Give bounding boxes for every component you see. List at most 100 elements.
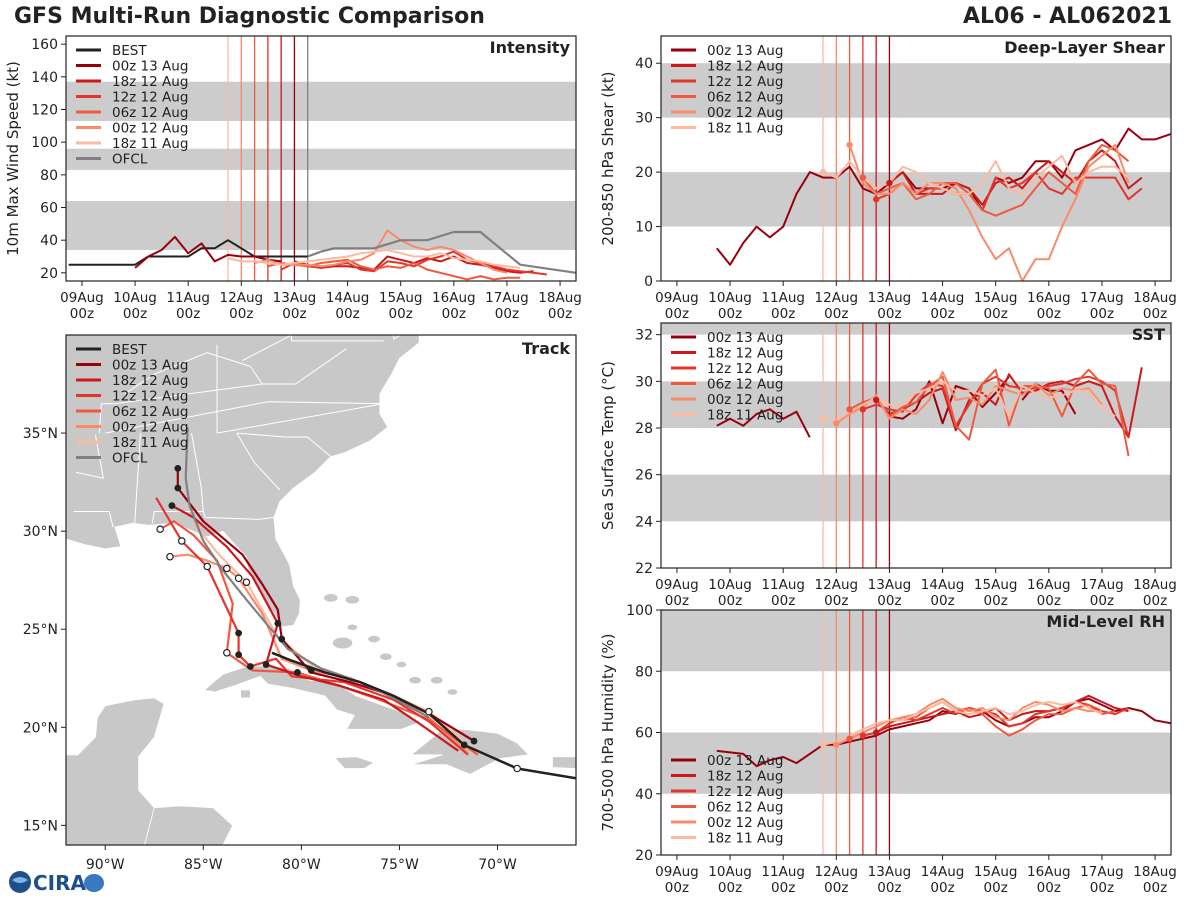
- rh-band-0: [661, 732, 1171, 794]
- intensity-xtick-label-day: 11Aug: [166, 290, 210, 306]
- intensity-legend-label-18z-12-aug: 18z 12 Aug: [112, 74, 188, 90]
- sst-init-dot-06z-12-aug: [846, 406, 853, 413]
- track-legend-label-12z-12-aug: 12z 12 Aug: [112, 389, 188, 405]
- intensity-band-2: [66, 81, 576, 121]
- intensity-legend-label-ofcl: OFCL: [112, 152, 148, 168]
- shear-ylabel: 200-850 hPa Shear (kt): [599, 72, 617, 246]
- intensity-frame: [65, 35, 577, 282]
- rh-legend-label-18z-12-aug: 18z 12 Aug: [707, 769, 783, 785]
- shear-init-dot-06z-12-aug: [859, 174, 867, 181]
- shear-band-1: [661, 63, 1171, 118]
- track-marker-open-00z-12-aug: [234, 574, 243, 583]
- shear-xtick-label-hour: 00z: [718, 306, 742, 322]
- intensity-xtick-label-hour: 00z: [389, 306, 413, 322]
- intensity-xtick-label-hour: 00z: [176, 306, 200, 322]
- shear-xtick-label-hour: 00z: [1143, 306, 1167, 322]
- intensity-series-12z-12-aug: [280, 250, 547, 276]
- sst-legend-label-00z-13-aug: 00z 13 Aug: [707, 330, 783, 346]
- sst-frame: [660, 322, 1172, 569]
- sst-xtick-label-hour: 00z: [930, 593, 954, 609]
- intensity-band-0: [66, 200, 576, 250]
- intensity-ytick-label: 20: [40, 266, 58, 282]
- sst-xtick-label-day: 13Aug: [868, 577, 912, 593]
- track-ytick-label: 35°N: [23, 426, 58, 442]
- track-panel: 90°W 85°W 80°W 75°W 70°W 15°N 20°N 25°N 30°N 35°N…: [23, 334, 577, 873]
- rh-xtick-label-hour: 00z: [771, 880, 795, 896]
- track-legend-label-18z-11-aug: 18z 11 Aug: [112, 435, 188, 451]
- track-marker-filled-00z-13-aug: [174, 484, 182, 492]
- sst-xtick-label-hour: 00z: [984, 593, 1008, 609]
- intensity-legend-label-00z-13-aug: 00z 13 Aug: [112, 59, 188, 75]
- map-state-border-3: [73, 511, 114, 528]
- intensity-title: Intensity: [490, 38, 571, 57]
- track-marker-open-12z-12-aug: [177, 537, 186, 545]
- shear-xtick-label-day: 16Aug: [1027, 290, 1071, 306]
- map-bahamas-island-9: [447, 689, 458, 695]
- sst-panel: 22242628303209Aug00z10Aug00z11Aug00z12Au…: [599, 322, 1177, 609]
- map-bahamas-island-3: [323, 593, 338, 602]
- map-state-border-5: [236, 432, 281, 491]
- intensity-legend-label-12z-12-aug: 12z 12 Aug: [112, 90, 188, 106]
- shear-legend-label-06z-12-aug: 06z 12 Aug: [707, 90, 783, 106]
- page-title: GFS Multi-Run Diagnostic Comparison: [14, 4, 485, 29]
- intensity-series-18z-11-aug: [227, 249, 521, 269]
- shear-init-dot-00z-12-aug: [846, 141, 853, 149]
- shear-xtick-label-day: 17Aug: [1080, 290, 1124, 306]
- map-isle-of-youth: [240, 689, 251, 699]
- track-marker-filled-12z-12-aug: [235, 629, 243, 637]
- shear-xtick-label-hour: 00z: [771, 306, 795, 322]
- shear-xtick-label-hour: 00z: [984, 306, 1008, 322]
- sst-series-06z-12-aug: [849, 368, 1130, 457]
- shear-ytick-label: 30: [635, 111, 653, 127]
- logo-text: CIRA: [33, 871, 87, 895]
- shear-panel: 01020304009Aug00z10Aug00z11Aug00z12Aug00…: [599, 35, 1177, 322]
- map-bahamas-island-8: [430, 676, 443, 684]
- intensity-ytick-label: 60: [40, 201, 58, 217]
- rh-title: Mid-Level RH: [1046, 612, 1165, 631]
- track-xtick-label: 90°W: [86, 857, 125, 873]
- shear-xtick-label-day: 13Aug: [868, 290, 912, 306]
- map-yucatan: [66, 697, 165, 845]
- intensity-legend-label-18z-11-aug: 18z 11 Aug: [112, 136, 188, 152]
- track-marker-open-best: [513, 764, 521, 773]
- intensity-series-00z-12-aug: [254, 229, 508, 274]
- rh-panel: 2040608010009Aug00z10Aug00z11Aug00z12Aug…: [599, 603, 1177, 896]
- rh-init-dot-18z-11-aug: [819, 741, 827, 748]
- intensity-ytick-label: 140: [31, 70, 58, 86]
- track-legend-label-00z-13-aug: 00z 13 Aug: [112, 358, 188, 374]
- sst-title: SST: [1132, 325, 1165, 344]
- track-legend-label-ofcl: OFCL: [112, 451, 148, 467]
- intensity-series-ofcl: [307, 230, 576, 274]
- map-state-border-11: [249, 348, 347, 385]
- sst-legend-label-06z-12-aug: 06z 12 Aug: [707, 377, 783, 393]
- rh-ytick-label: 60: [635, 726, 653, 742]
- sst-xtick-label-day: 16Aug: [1027, 577, 1071, 593]
- map-puerto-rico: [552, 756, 576, 769]
- track-marker-filled-00z-13-aug: [470, 737, 478, 745]
- map-bahamas-island-4: [368, 635, 380, 643]
- track-legend-label-18z-12-aug: 18z 12 Aug: [112, 373, 188, 389]
- rh-xtick-label-hour: 00z: [984, 880, 1008, 896]
- map-state-border-9: [124, 352, 251, 395]
- track-line-12z-12-aug: [155, 497, 469, 756]
- rh-series-00z-12-aug: [835, 697, 1102, 746]
- sst-ytick-label: 30: [635, 374, 653, 390]
- map-bahamas-island-7: [409, 676, 422, 684]
- intensity-xtick-label-day: 16Aug: [432, 290, 476, 306]
- shear-ytick-label: 0: [644, 274, 653, 290]
- sst-xtick-label-day: 10Aug: [708, 577, 752, 593]
- track-marker-open-06z-12-aug: [223, 648, 231, 657]
- rh-init-dot-12z-12-aug: [859, 732, 867, 739]
- intensity-xtick-label-day: 13Aug: [273, 290, 317, 306]
- shear-xtick-label-hour: 00z: [877, 306, 901, 322]
- shear-legend-label-00z-13-aug: 00z 13 Aug: [707, 43, 783, 59]
- track-marker-filled-00z-13-aug: [174, 464, 182, 472]
- track-marker-filled-00z-12-aug: [307, 667, 315, 674]
- map-bahamas-island-5: [379, 653, 392, 660]
- sst-xtick-label-hour: 00z: [1143, 593, 1167, 609]
- shear-init-dot-18z-12-aug: [886, 179, 893, 187]
- shear-legend-label-18z-12-aug: 18z 12 Aug: [707, 59, 783, 75]
- rh-xtick-label-day: 18Aug: [1133, 864, 1177, 880]
- shear-xtick-label-day: 18Aug: [1133, 290, 1177, 306]
